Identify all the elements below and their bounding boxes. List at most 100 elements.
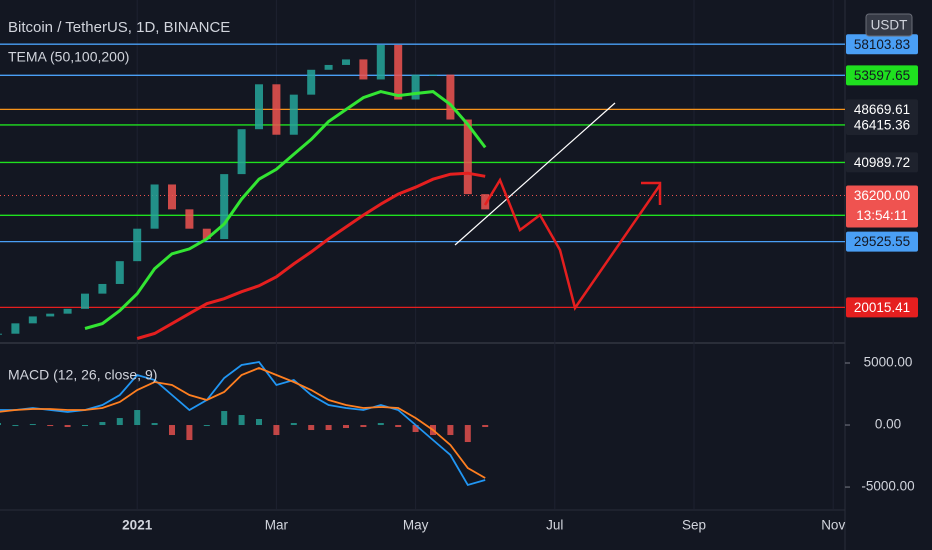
candle (272, 84, 281, 135)
histogram-bar (482, 425, 489, 428)
histogram-bar (169, 425, 175, 436)
level-label-bg (846, 152, 918, 173)
candle (185, 209, 194, 229)
candle (150, 184, 159, 229)
histogram-bar (203, 425, 210, 427)
macd-tick-label: -5000.00 (861, 479, 914, 494)
histogram-bar (273, 425, 280, 436)
candle (289, 94, 298, 135)
candle (0, 333, 2, 335)
level-label-bg (846, 65, 918, 86)
candle (324, 64, 333, 70)
histogram-bar (12, 425, 19, 427)
level-label: 29525.55 (854, 234, 910, 249)
macd-line (0, 367, 486, 479)
candle (307, 69, 316, 95)
x-tick-label: Mar (265, 518, 289, 533)
candle (463, 119, 472, 195)
candle (446, 74, 455, 120)
candle (481, 194, 490, 210)
level-label: 40989.72 (854, 155, 910, 170)
x-tick-label: 2021 (122, 518, 153, 533)
histogram-bar (395, 425, 402, 428)
level-label: 53597.65 (854, 68, 910, 83)
tema-line (136, 171, 486, 340)
currency: USDT (871, 18, 908, 33)
candle (359, 59, 368, 80)
countdown: 13:54:11 (856, 208, 908, 223)
histogram-bar (0, 423, 1, 426)
histogram-bar (343, 425, 349, 429)
level-label-bg (846, 114, 918, 135)
histogram-bar (186, 425, 193, 441)
level-label: 58103.83 (854, 37, 910, 52)
candle (376, 44, 385, 80)
histogram-bar (256, 419, 262, 426)
price-pane (0, 0, 845, 510)
histogram-bar (290, 423, 297, 426)
candle (220, 174, 229, 240)
histogram-bar (64, 425, 71, 428)
histogram-bar (151, 423, 158, 426)
level-label: 48669.61 (854, 102, 910, 117)
candle (429, 74, 437, 76)
currency-bg (865, 13, 913, 37)
histogram-bar (221, 411, 228, 426)
histogram-bar (377, 423, 384, 426)
histogram-bar (99, 422, 106, 426)
candle (63, 308, 72, 314)
x-tick-label: Sep (682, 518, 706, 533)
level-label-bg (846, 99, 918, 120)
candle (237, 129, 246, 175)
histogram-bar (47, 425, 54, 427)
histogram-bar (82, 425, 88, 427)
candle (411, 74, 420, 100)
x-tick-label: May (403, 518, 429, 533)
candle (98, 283, 107, 294)
level-label-bg (846, 34, 918, 55)
indicator-label: TEMA (50,100,200) (8, 49, 129, 65)
macd-pane (0, 361, 850, 488)
candle (255, 84, 263, 130)
x-tick-label: Nov (821, 518, 845, 533)
candle (133, 228, 142, 262)
projection-path (483, 177, 662, 311)
histogram-bar (134, 410, 141, 426)
candle (81, 293, 89, 309)
drawings (454, 102, 662, 311)
level-label-bg (846, 231, 918, 252)
candle (342, 59, 350, 65)
histogram-bar (308, 425, 315, 431)
level-label: 46415.36 (854, 118, 910, 133)
trend-line (454, 102, 616, 246)
histogram-bar (29, 424, 36, 426)
macd-tick-label: 0.00 (875, 417, 901, 432)
macd-tick-label: 5000.00 (864, 355, 913, 370)
histogram-bar (360, 425, 367, 428)
level-label-bg (846, 297, 918, 318)
histogram-bar (464, 425, 471, 443)
tema-line (84, 90, 487, 330)
current-price-bg (846, 185, 918, 228)
candle (202, 228, 211, 240)
level-label: 20015.41 (854, 300, 910, 315)
current-price-label: 36200.00 (854, 188, 910, 203)
candle (115, 261, 124, 284)
chart-title: Bitcoin / TetherUS, 1D, BINANCE (8, 19, 230, 36)
histogram-bar (116, 418, 123, 426)
histogram-bar (325, 425, 332, 431)
candle (46, 313, 55, 317)
projection-arrowhead (641, 181, 662, 205)
macd-label: MACD (12, 26, close, 9) (8, 367, 157, 383)
candle (168, 184, 176, 210)
histogram-bar (447, 425, 454, 436)
x-tick-label: Jul (546, 518, 563, 533)
candle (394, 44, 403, 100)
candle (28, 316, 37, 324)
histogram-bar (238, 415, 245, 426)
histogram-bar (412, 425, 419, 433)
